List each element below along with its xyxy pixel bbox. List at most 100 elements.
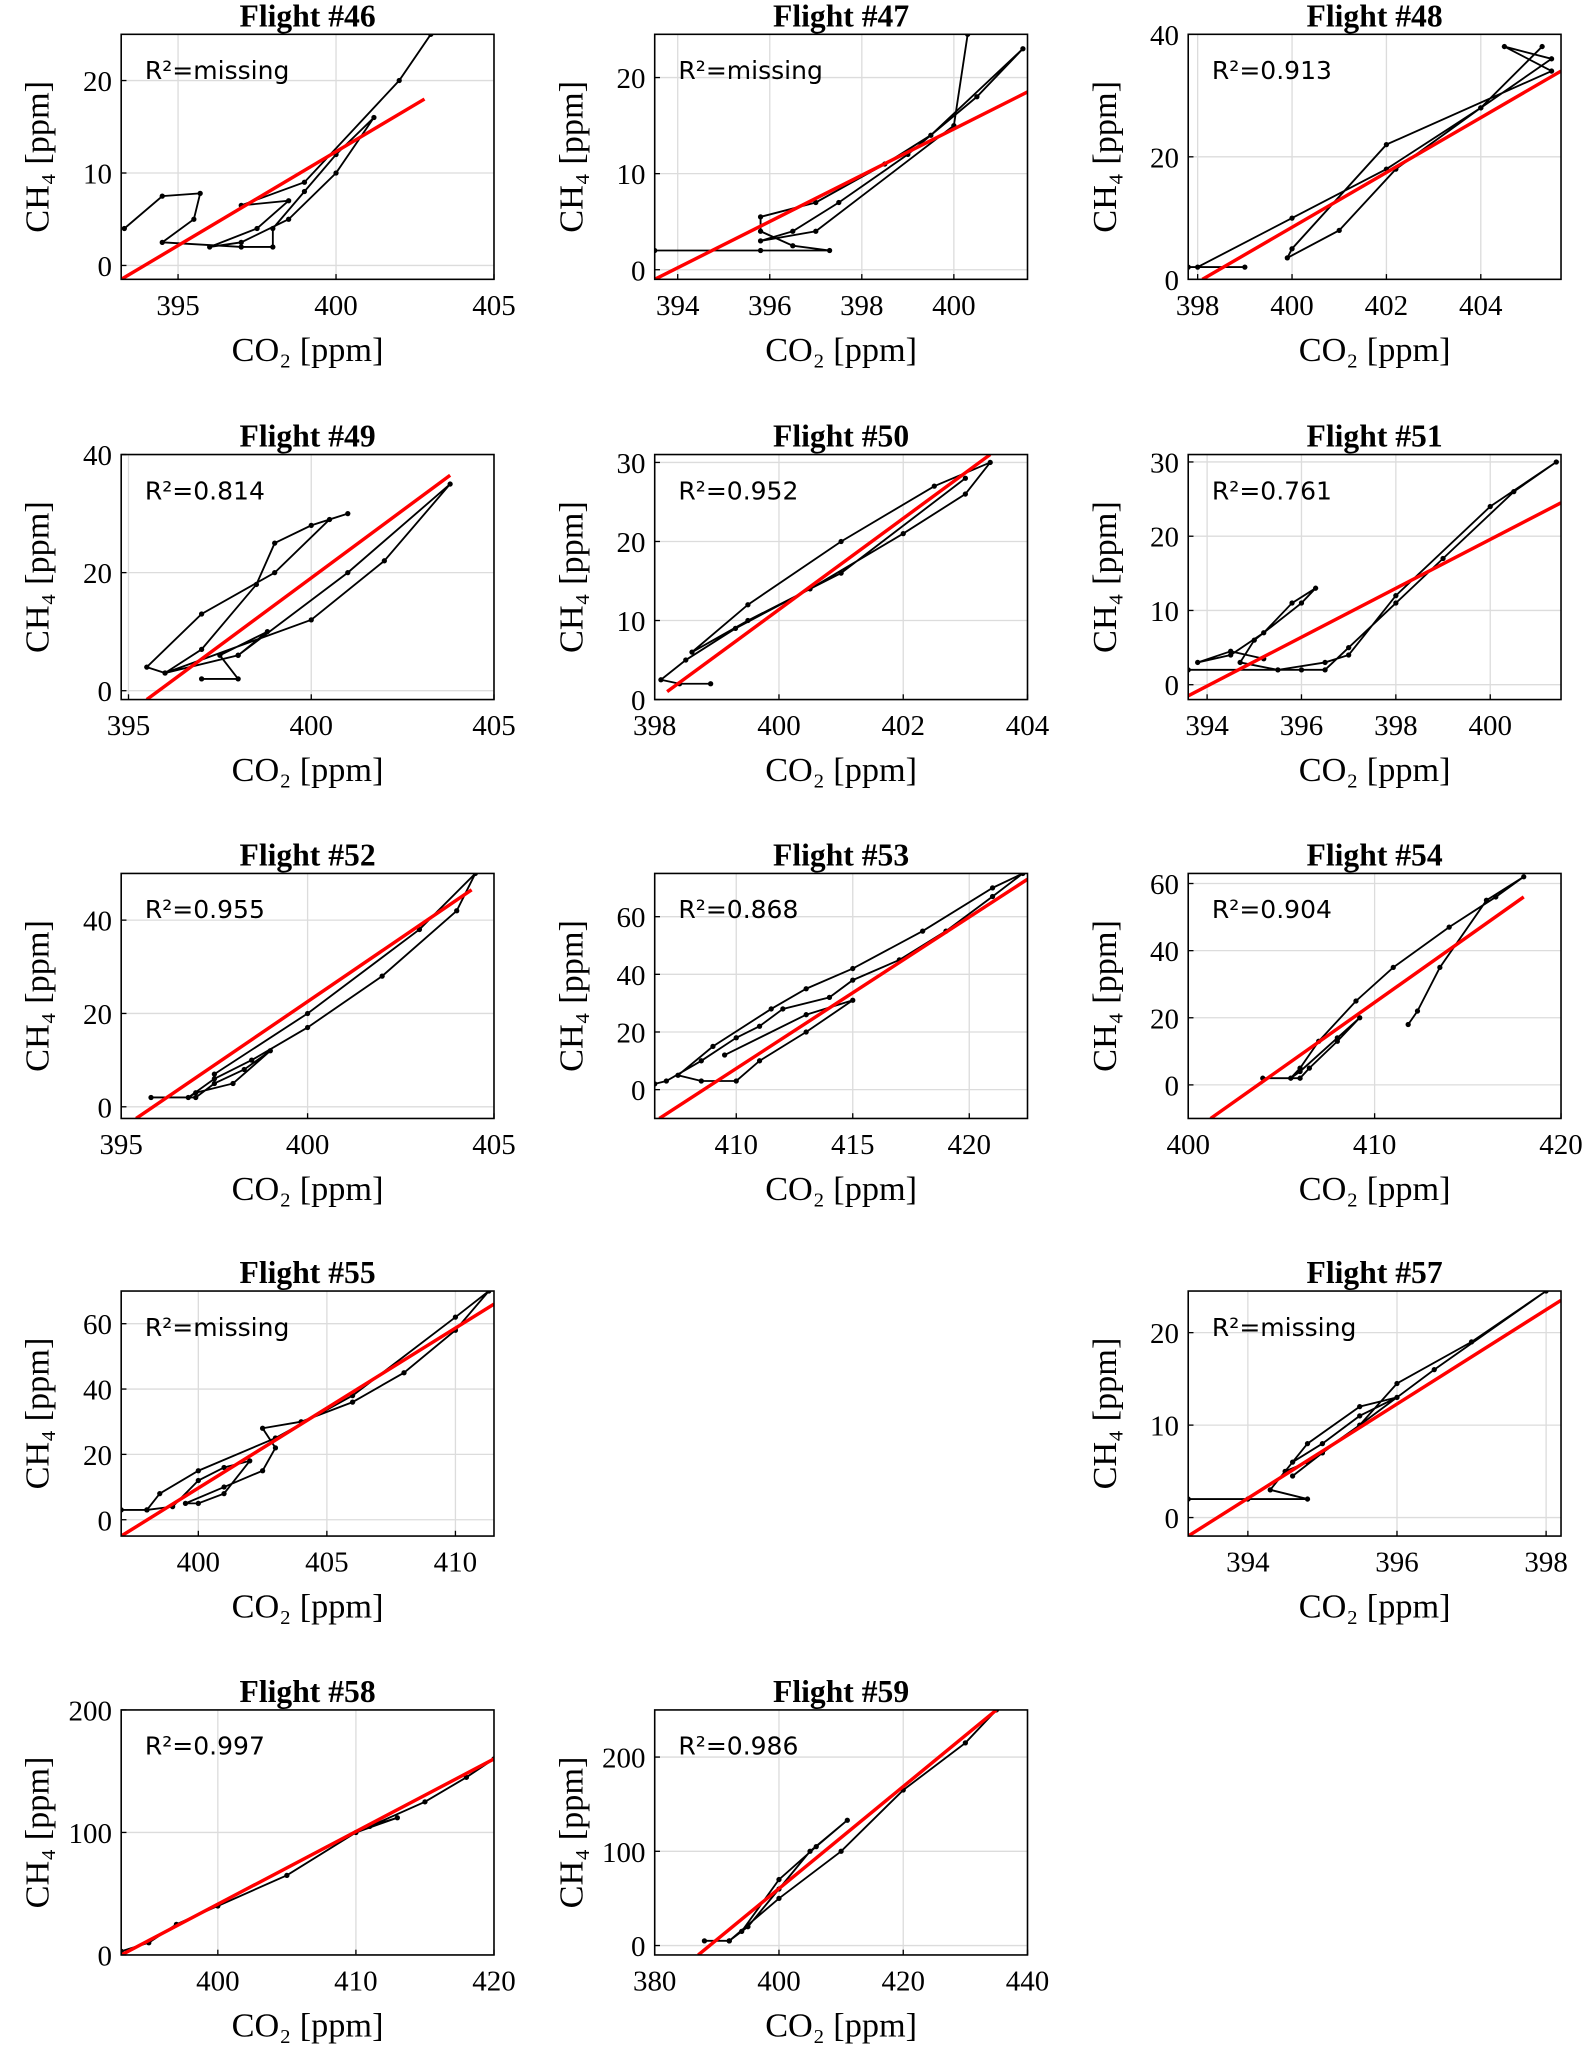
data-point xyxy=(452,1314,459,1320)
data-point xyxy=(776,1895,782,1902)
data-point xyxy=(345,510,351,517)
fit-line xyxy=(1209,895,1525,1119)
data-point xyxy=(1390,964,1396,971)
data-point xyxy=(1353,998,1359,1004)
y-axis-label: CH₄ [ppm] xyxy=(1086,920,1124,1072)
data-point xyxy=(162,670,168,676)
x-tick-label: 410 xyxy=(334,1966,377,1998)
y-tick-label: 60 xyxy=(83,1309,112,1341)
x-axis-label: CO₂ [ppm] xyxy=(232,1170,384,1208)
y-tick-label: 40 xyxy=(83,440,112,472)
data-point xyxy=(900,530,906,537)
x-tick-label: 400 xyxy=(1270,290,1313,322)
x-axis-label: CO₂ [ppm] xyxy=(1299,751,1451,789)
data-point xyxy=(191,216,197,222)
x-tick-label: 410 xyxy=(1353,1129,1396,1161)
y-tick-label: 20 xyxy=(83,1440,112,1472)
data-point xyxy=(844,1817,850,1823)
data-point xyxy=(1437,964,1443,971)
data-point xyxy=(211,1071,218,1077)
y-tick-label: 20 xyxy=(617,1018,646,1050)
data-point xyxy=(396,77,402,84)
annotation: R²=0.904 xyxy=(1212,895,1332,924)
subplot: 395 400 405 0 20 40 Flight #52 CO₂ [ppm] CH₄ [pp… xyxy=(19,838,516,1209)
data-point xyxy=(1548,56,1555,62)
y-tick-label: 200 xyxy=(602,1743,645,1775)
data-point xyxy=(1322,667,1328,673)
data-point xyxy=(211,1080,218,1087)
data-point xyxy=(144,664,150,670)
plot-frame xyxy=(653,1709,1029,1956)
y-axis-label: CH₄ [ppm] xyxy=(19,81,57,233)
data-point xyxy=(1539,43,1545,50)
data-point xyxy=(928,132,934,138)
data-point xyxy=(813,199,819,206)
data-point xyxy=(756,1058,763,1064)
data-point xyxy=(1020,46,1026,52)
data-point xyxy=(121,225,127,232)
x-tick-label: 394 xyxy=(1226,1547,1270,1579)
data-point xyxy=(254,225,260,232)
x-tick-label: 410 xyxy=(715,1129,758,1161)
data-point xyxy=(807,1848,813,1854)
fit-line xyxy=(145,473,452,700)
x-tick-label: 405 xyxy=(472,290,515,322)
fit-line xyxy=(121,1302,494,1537)
data-point xyxy=(159,193,165,199)
plot-frame xyxy=(120,33,495,281)
x-tick-label: 402 xyxy=(1365,290,1408,322)
data-line xyxy=(121,1291,490,1511)
data-point xyxy=(230,1080,236,1087)
data-point xyxy=(235,676,241,682)
data-point xyxy=(198,646,205,653)
data-point xyxy=(1357,1413,1363,1419)
x-tick-label: 396 xyxy=(1375,1547,1418,1579)
y-tick-label: 0 xyxy=(1165,1503,1179,1535)
data-point xyxy=(1304,1496,1311,1502)
data-point xyxy=(270,244,276,250)
x-tick-label: 400 xyxy=(177,1547,220,1579)
data-point xyxy=(197,190,203,196)
data-point xyxy=(221,1484,227,1490)
x-tick-label: 398 xyxy=(1524,1547,1567,1579)
data-point xyxy=(1267,1487,1273,1493)
x-axis-label: CO₂ [ppm] xyxy=(232,1588,384,1626)
y-axis-label: CH₄ [ppm] xyxy=(552,1757,590,1909)
subplot: 394 396 398 0 10 20 Flight #57 CO₂ [ppm] CH₄ [pp… xyxy=(1086,1255,1568,1626)
y-tick-label: 0 xyxy=(1165,1070,1179,1102)
data-point xyxy=(308,522,314,529)
y-tick-label: 20 xyxy=(1150,1003,1179,1035)
chart-title: Flight #58 xyxy=(240,1674,376,1709)
data-point xyxy=(379,973,385,979)
plot-area xyxy=(654,1709,1028,1955)
x-tick-label: 398 xyxy=(1176,290,1219,322)
data-point xyxy=(1336,227,1342,233)
data-point xyxy=(733,1078,739,1084)
data-point xyxy=(757,238,764,244)
y-tick-label: 10 xyxy=(1150,596,1179,628)
data-point xyxy=(790,228,796,234)
y-tick-label: 10 xyxy=(617,159,646,191)
fit-line xyxy=(666,454,992,694)
x-tick-label: 405 xyxy=(472,1129,515,1161)
y-tick-label: 20 xyxy=(83,999,112,1031)
data-point xyxy=(1195,659,1201,666)
y-tick-label: 20 xyxy=(1150,522,1179,554)
data-point xyxy=(272,540,278,546)
data-point xyxy=(159,239,165,245)
data-point xyxy=(726,1938,732,1944)
x-tick-label: 395 xyxy=(107,710,150,742)
y-tick-label: 30 xyxy=(617,448,646,480)
fit-line xyxy=(1201,69,1562,280)
x-tick-label: 420 xyxy=(1539,1129,1582,1161)
data-point xyxy=(267,1048,273,1054)
data-point xyxy=(962,475,969,481)
data-point xyxy=(211,1076,218,1082)
data-point xyxy=(447,481,453,487)
plot-frame xyxy=(1187,453,1562,701)
chart-title: Flight #59 xyxy=(773,1674,909,1709)
data-point xyxy=(689,649,695,655)
fit-line xyxy=(1188,501,1562,698)
fit-line xyxy=(654,90,1028,280)
data-point xyxy=(1487,503,1493,510)
